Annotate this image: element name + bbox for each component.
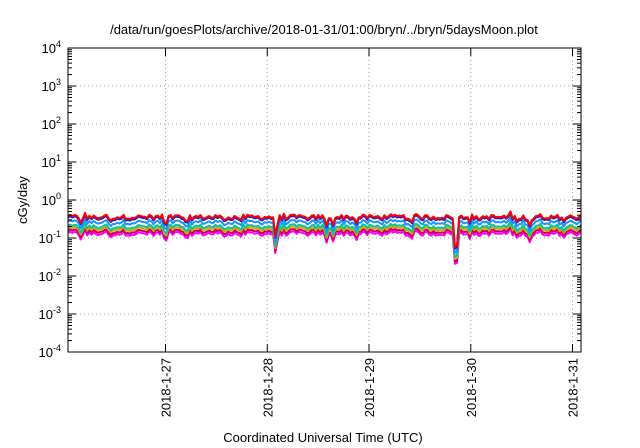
- y-tick-label: 10-2: [39, 267, 61, 284]
- y-tick-label: 102: [42, 115, 61, 132]
- grid: [68, 48, 581, 352]
- x-tick-label: 2018-1-28: [260, 358, 275, 417]
- y-tick-label: 101: [42, 153, 61, 170]
- series-group: [67, 210, 582, 265]
- axes: 10-410-310-210-11001011021031042018-1-27…: [39, 39, 581, 417]
- y-axis-label: cGy/day: [15, 176, 30, 224]
- y-tick-exponent: -1: [53, 229, 61, 239]
- chart-title: /data/run/goesPlots/archive/2018-01-31/0…: [110, 22, 538, 37]
- y-tick-label: 10-1: [39, 229, 61, 246]
- series-line: [67, 210, 582, 248]
- y-tick-base: 10: [42, 41, 56, 56]
- y-tick-base: 10: [42, 117, 56, 132]
- y-tick-label: 10-4: [39, 343, 61, 360]
- y-tick-exponent: 0: [56, 191, 61, 201]
- y-tick-label: 10-3: [39, 305, 61, 322]
- x-tick-label: 2018-1-31: [566, 358, 581, 417]
- y-tick-exponent: 4: [56, 39, 61, 49]
- series-line: [67, 215, 582, 254]
- y-tick-exponent: 1: [56, 153, 61, 163]
- y-tick-base: 10: [39, 345, 53, 360]
- y-tick-exponent: -3: [53, 305, 61, 315]
- y-tick-exponent: -2: [53, 267, 61, 277]
- y-tick-base: 10: [39, 307, 53, 322]
- y-tick-base: 10: [42, 79, 56, 94]
- y-tick-exponent: 2: [56, 115, 61, 125]
- y-tick-label: 104: [42, 39, 61, 56]
- x-tick-label: 2018-1-27: [159, 358, 174, 417]
- x-tick-label: 2018-1-30: [464, 358, 479, 417]
- y-tick-base: 10: [39, 231, 53, 246]
- series-line: [67, 220, 582, 258]
- y-tick-base: 10: [42, 193, 56, 208]
- y-tick-label: 103: [42, 77, 61, 94]
- y-tick-label: 100: [42, 191, 61, 208]
- y-tick-base: 10: [42, 155, 56, 170]
- y-tick-exponent: -4: [53, 343, 61, 353]
- x-tick-label: 2018-1-29: [362, 358, 377, 417]
- plot-frame: [67, 47, 582, 353]
- y-tick-exponent: 3: [56, 77, 61, 87]
- y-tick-base: 10: [39, 269, 53, 284]
- x-axis-label: Coordinated Universal Time (UTC): [223, 430, 422, 445]
